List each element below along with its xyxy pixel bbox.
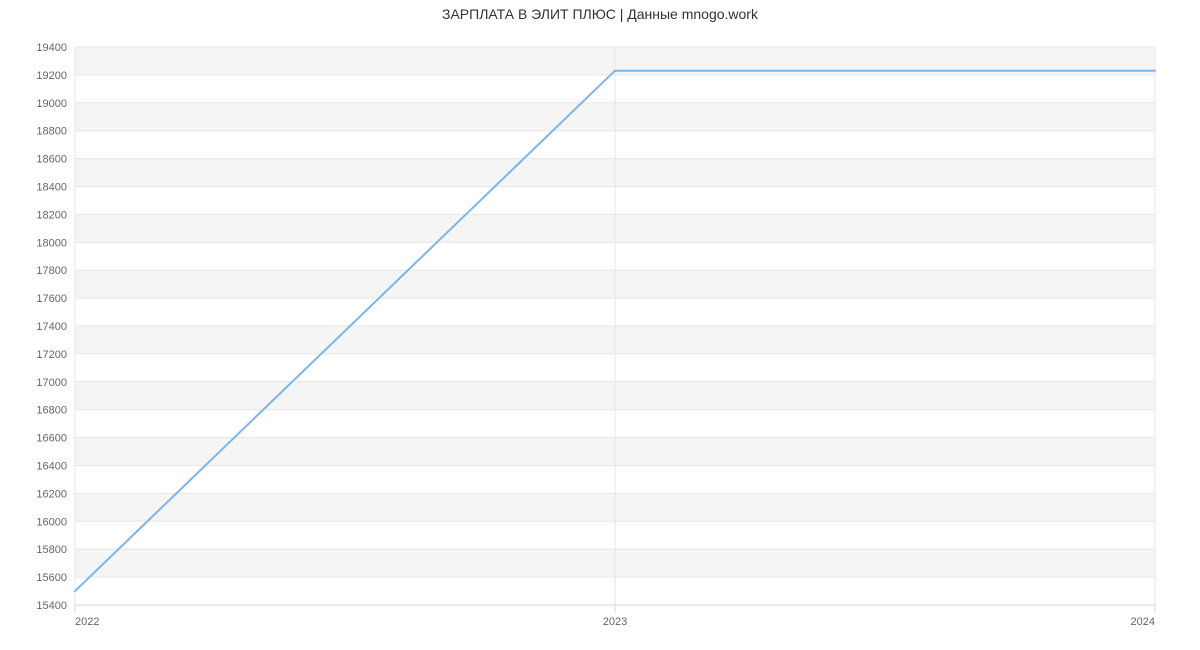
y-tick-label: 16000 [36,516,67,528]
chart-title: ЗАРПЛАТА В ЭЛИТ ПЛЮС | Данные mnogo.work [0,6,1200,22]
y-tick-label: 18600 [36,154,67,166]
y-tick-label: 18200 [36,209,67,221]
y-tick-label: 16600 [36,433,67,445]
salary-line-chart: ЗАРПЛАТА В ЭЛИТ ПЛЮС | Данные mnogo.work… [0,0,1200,650]
y-tick-label: 18800 [36,126,67,138]
y-tick-label: 15800 [36,544,67,556]
x-tick-label: 2023 [603,616,627,628]
y-tick-label: 19200 [36,70,67,82]
x-tick-label: 2022 [75,616,99,628]
y-tick-label: 17600 [36,293,67,305]
y-tick-label: 19400 [36,42,67,54]
y-tick-label: 16800 [36,405,67,417]
chart-svg: 15400 15600 15800 16000 16200 16400 16600 16800… [0,0,1200,650]
y-tick-label: 19000 [36,98,67,110]
y-tick-label: 15400 [36,600,67,612]
y-tick-label: 17200 [36,349,67,361]
y-tick-label: 17800 [36,265,67,277]
y-tick-label: 15600 [36,572,67,584]
y-tick-label: 18400 [36,182,67,194]
y-tick-label: 16200 [36,488,67,500]
x-tick-label: 2024 [1131,616,1155,628]
y-tick-label: 17400 [36,321,67,333]
y-tick-label: 17000 [36,377,67,389]
y-tick-label: 16400 [36,461,67,473]
y-tick-label: 18000 [36,237,67,249]
